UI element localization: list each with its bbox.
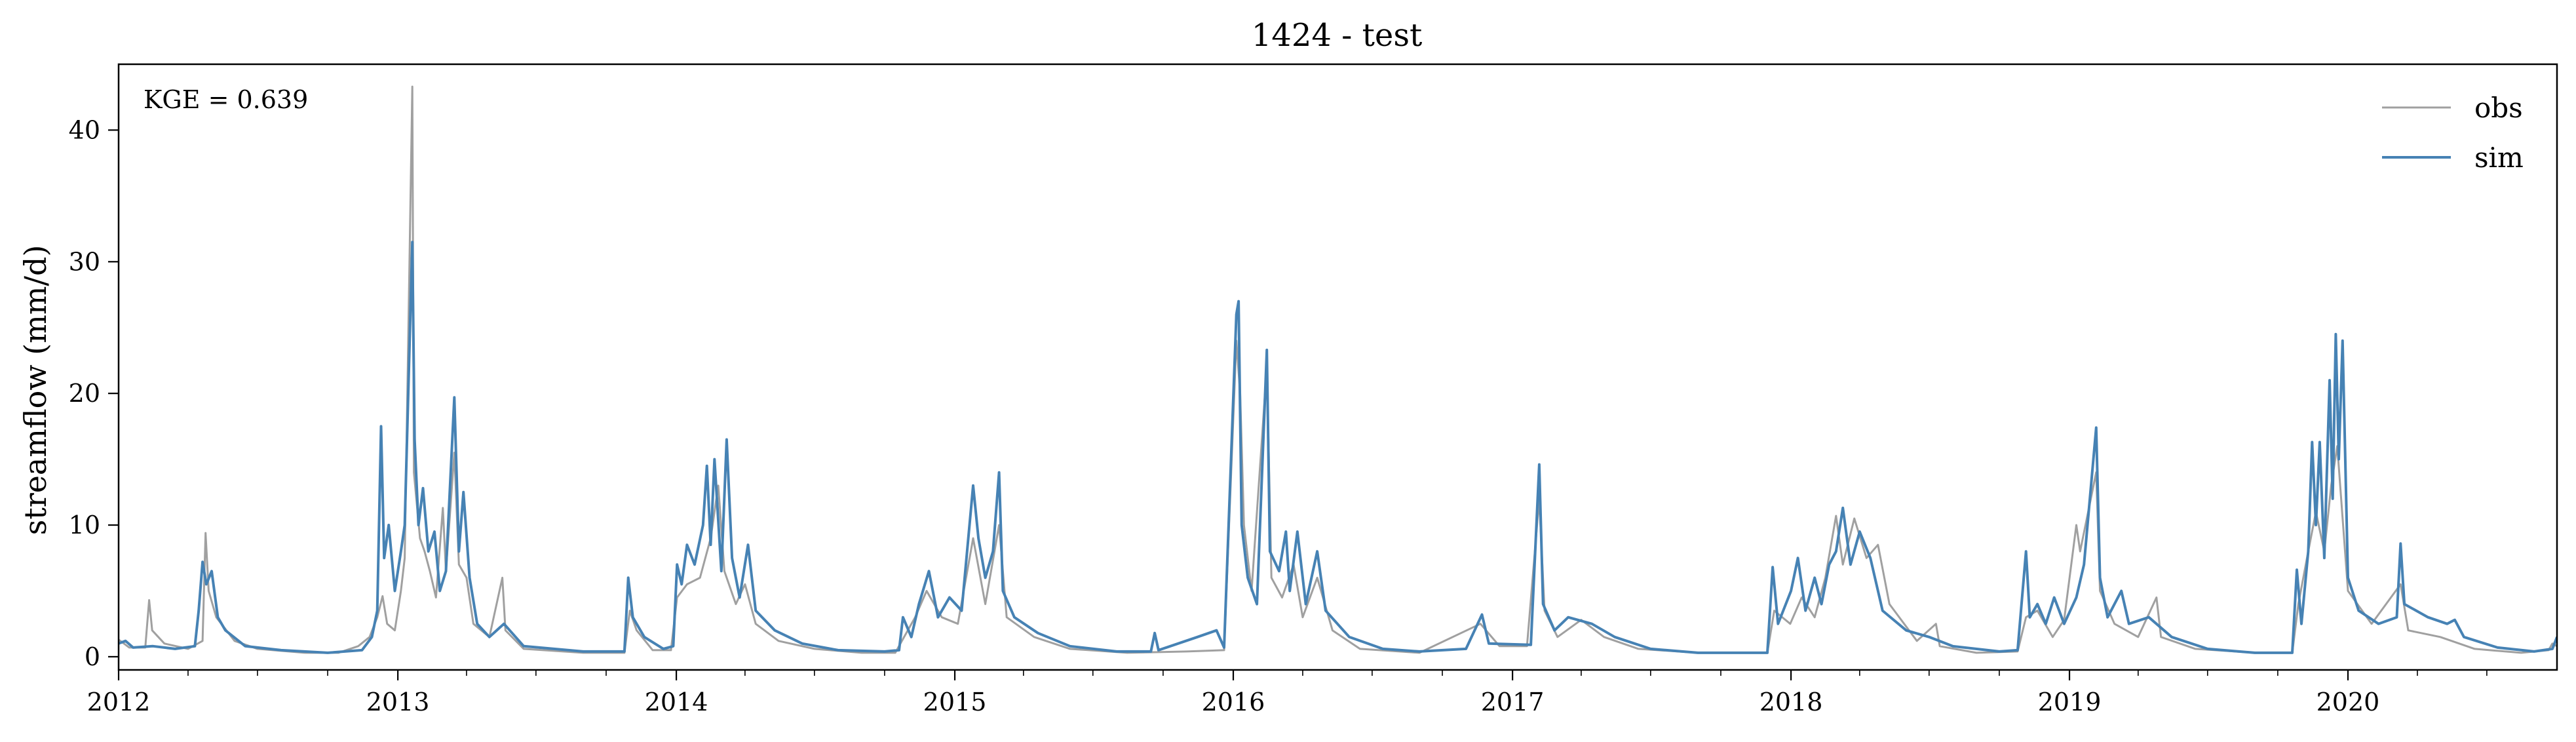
kge-annotation: KGE = 0.639 (144, 85, 308, 114)
legend: obs sim (2382, 92, 2524, 174)
x-tick-label: 2012 (87, 688, 151, 716)
y-axis-label: streamflow (mm/d) (18, 245, 53, 536)
x-tick-label: 2016 (1202, 688, 1265, 716)
x-tick-label: 2013 (366, 688, 430, 716)
y-tick-label: 30 (69, 247, 100, 276)
x-tick-label: 2014 (645, 688, 708, 716)
series-line-sim (119, 241, 2557, 654)
x-tick-label: 2015 (923, 688, 987, 716)
plot-frame (117, 63, 2558, 671)
y-axis: 0 10 20 30 40 (69, 115, 119, 671)
legend-obs-label: obs (2474, 92, 2523, 124)
y-tick-label: 10 (69, 511, 100, 539)
chart-title: 1424 - test (1252, 17, 1423, 54)
y-tick-label: 40 (69, 115, 100, 144)
legend-sim-label: sim (2474, 142, 2524, 174)
series-layer (119, 85, 2557, 654)
y-tick-label: 20 (69, 379, 100, 408)
x-axis: 2012 2013 2014 2015 2016 2017 2018 2019 2020 (87, 670, 2488, 716)
y-tick-label: 0 (85, 642, 100, 671)
x-tick-label: 2020 (2316, 688, 2380, 716)
series-line-obs (119, 85, 2557, 654)
x-tick-label: 2017 (1481, 688, 1545, 716)
x-tick-label: 2018 (1759, 688, 1823, 716)
x-tick-label: 2019 (2038, 688, 2102, 716)
